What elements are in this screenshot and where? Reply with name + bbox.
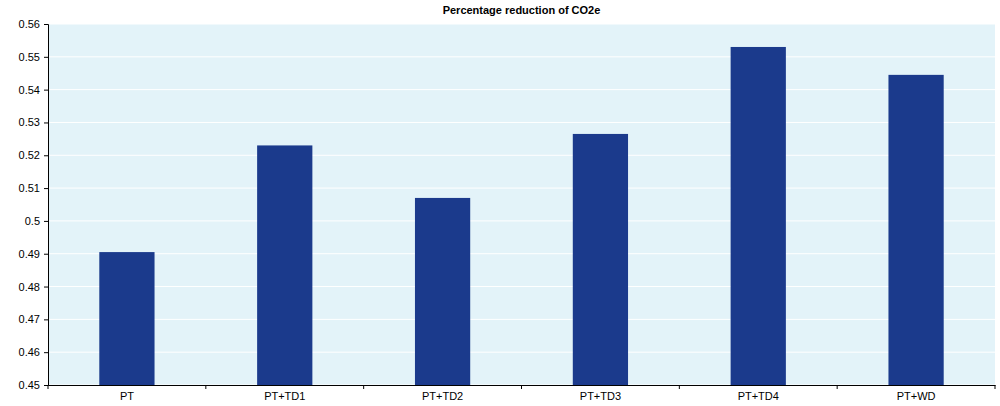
y-tick: 0.52 (19, 149, 48, 161)
y-tick-label: 0.47 (19, 313, 40, 325)
bar (731, 47, 786, 385)
chart: 0.45 0.46 0.47 0.48 0.49 0.5 0.51 0.52 0.53 0.54 0… (0, 0, 1000, 406)
grid-line (48, 352, 995, 353)
grid-line (48, 155, 995, 156)
y-tick: 0.53 (19, 116, 48, 128)
y-tick: 0.45 (19, 379, 48, 391)
x-separator (837, 385, 838, 389)
bar (257, 145, 312, 385)
bar (573, 134, 628, 385)
y-tick-mark (44, 24, 48, 25)
y-tick: 0.49 (19, 248, 48, 260)
plot: 0.45 0.46 0.47 0.48 0.49 0.5 0.51 0.52 0.53 0.54 0… (19, 18, 996, 402)
y-tick-label: 0.55 (19, 51, 40, 63)
y-tick-label: 0.48 (19, 281, 40, 293)
grid-line (48, 56, 995, 57)
y-tick-label: 0.52 (19, 149, 40, 161)
x-separator (995, 385, 996, 389)
x-tick-label: PT+WD (897, 390, 936, 402)
bar (415, 198, 470, 385)
y-tick: 0.54 (19, 84, 48, 96)
y-tick-label: 0.45 (19, 379, 40, 391)
y-tick-mark (44, 287, 48, 288)
x-tick-label: PT (120, 390, 134, 402)
y-tick-mark (44, 254, 48, 255)
y-tick-mark (44, 122, 48, 123)
y-tick-label: 0.49 (19, 248, 40, 260)
x-tick-label: PT+TD4 (738, 390, 779, 402)
grid-line (48, 220, 995, 221)
grid-line (48, 188, 995, 189)
y-tick-mark (44, 385, 48, 386)
x-tick: PT (120, 385, 134, 402)
y-tick: 0.47 (19, 313, 48, 325)
y-tick-mark (44, 188, 48, 189)
y-axis: 0.45 0.46 0.47 0.48 0.49 0.5 0.51 0.52 0.53 0.54 0… (19, 18, 49, 391)
grid-line (48, 89, 995, 90)
grid-line (48, 122, 995, 123)
title: Percentage reduction of CO2e (443, 4, 601, 16)
x-separator (679, 385, 680, 389)
grid (48, 24, 995, 385)
y-tick-label: 0.56 (19, 18, 40, 30)
x-tick: PT+TD3 (580, 385, 621, 402)
grid-line (48, 253, 995, 254)
plot-background (48, 24, 995, 385)
y-tick-mark (44, 319, 48, 320)
x-separators (48, 385, 995, 389)
x-tick: PT+WD (897, 385, 936, 402)
y-tick: 0.55 (19, 51, 48, 63)
x-tick-label: PT+TD3 (580, 390, 621, 402)
bar (888, 75, 943, 385)
y-tick-label: 0.54 (19, 84, 40, 96)
x-tick: PT+TD2 (422, 385, 463, 402)
x-separator (48, 385, 49, 389)
bar (99, 252, 154, 385)
x-tick-label: PT+TD1 (264, 390, 305, 402)
y-tick: 0.46 (19, 346, 48, 358)
grid-line (48, 286, 995, 287)
y-tick-label: 0.51 (19, 182, 40, 194)
y-tick-mark (44, 221, 48, 222)
y-axis-line (44, 25, 49, 386)
x-tick: PT+TD1 (264, 385, 305, 402)
y-tick-label: 0.46 (19, 346, 40, 358)
y-tick: 0.56 (19, 18, 48, 30)
y-tick-mark (44, 155, 48, 156)
x-axis: PT PT+TD1 PT+TD2 PT+TD3 PT+TD4 PT+WD (48, 385, 996, 402)
y-tick: 0.51 (19, 182, 48, 194)
x-separator (363, 385, 364, 389)
y-tick-label: 0.5 (25, 215, 40, 227)
grid-line (48, 24, 995, 25)
x-tick-label: PT+TD2 (422, 390, 463, 402)
x-separator (205, 385, 206, 389)
grid-line (48, 319, 995, 320)
y-tick-mark (44, 90, 48, 91)
y-tick-mark (44, 352, 48, 353)
x-tick: PT+TD4 (738, 385, 779, 402)
x-separator (521, 385, 522, 389)
y-tick-label: 0.53 (19, 116, 40, 128)
bars (99, 47, 943, 385)
y-tick: 0.48 (19, 281, 48, 293)
y-tick-mark (44, 57, 48, 58)
y-tick: 0.5 (25, 215, 48, 227)
